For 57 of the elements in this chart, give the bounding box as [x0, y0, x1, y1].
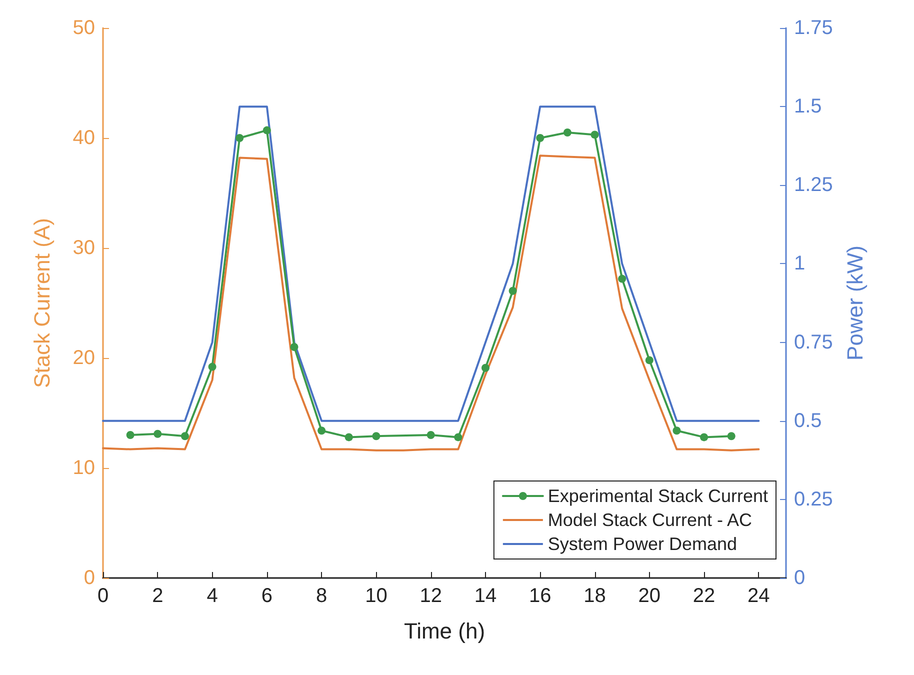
y-tick-label: 30 [72, 237, 95, 259]
legend-label: Experimental Stack Current [548, 486, 768, 506]
y2-tick-label: 0 [794, 567, 806, 589]
x-tick-label: 24 [748, 585, 770, 607]
y2-tick-label: 0.5 [794, 410, 822, 432]
y2-tick-label: 1.5 [794, 96, 822, 118]
point [426, 431, 435, 439]
point [180, 432, 189, 440]
y-axis-title: Stack Current (A) [30, 218, 54, 388]
point [700, 433, 708, 442]
line-series [102, 106, 760, 422]
point [344, 433, 353, 442]
point [208, 362, 216, 371]
point [454, 433, 462, 442]
legend-label: System Power Demand [548, 534, 737, 554]
x-tick-label: 4 [206, 585, 218, 607]
point [508, 286, 517, 295]
y2-tick-label: 1.25 [794, 174, 833, 196]
point [318, 426, 326, 435]
x-tick-label: 22 [692, 585, 716, 607]
x-axis-title: Time (h) [404, 618, 486, 644]
point [727, 432, 736, 440]
point [481, 364, 490, 372]
y2-tick-label: 0.25 [794, 488, 833, 510]
x-tick-label: 12 [420, 585, 442, 607]
y-tick-label: 50 [72, 17, 95, 39]
point [372, 432, 380, 440]
point [645, 356, 654, 364]
point [236, 134, 244, 142]
x-tick-label: 8 [316, 585, 328, 607]
x-tick-label: 16 [528, 585, 552, 607]
y-tick-label: 10 [72, 457, 95, 479]
y2-tick-label: 0.75 [794, 331, 833, 354]
point [126, 431, 134, 439]
point [563, 128, 572, 136]
y-tick-label: 20 [72, 347, 95, 369]
y-tick-label: 40 [72, 127, 95, 149]
x-tick-label: 2 [152, 585, 164, 607]
point [590, 130, 599, 139]
x-tick-label: 14 [474, 585, 497, 607]
x-tick-label: 18 [584, 585, 606, 607]
point [536, 134, 544, 142]
line-series [102, 154, 760, 452]
point [262, 126, 271, 134]
x-tick-label: 10 [365, 585, 388, 607]
point [290, 343, 298, 351]
y2-tick-label: 1.75 [794, 17, 833, 39]
y2-tick-label: 1 [794, 252, 806, 275]
point [618, 274, 626, 283]
x-tick-label: 20 [638, 585, 661, 607]
x-tick-label: 6 [261, 585, 272, 607]
point [672, 426, 681, 435]
y-tick-label: 0 [84, 567, 95, 589]
x-tick-label: 0 [97, 585, 109, 607]
y2-axis-title: Power (kW) [842, 246, 868, 360]
legend-label: Model Stack Current - AC [548, 510, 752, 530]
point [154, 430, 162, 438]
